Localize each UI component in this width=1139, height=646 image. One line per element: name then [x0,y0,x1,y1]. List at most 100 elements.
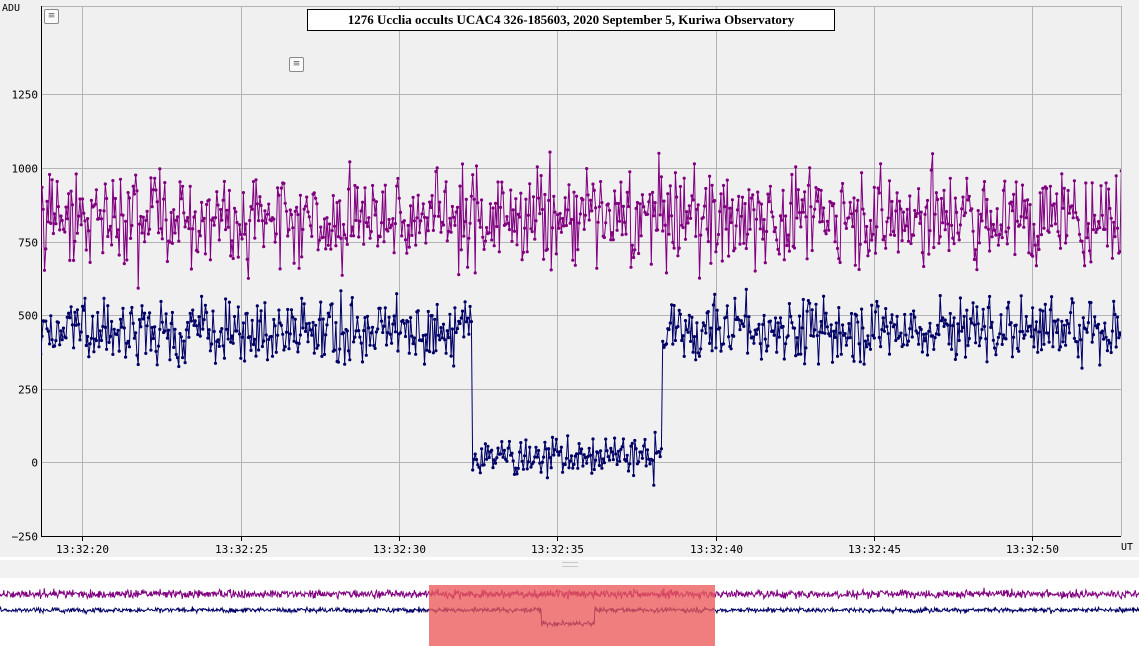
comparison-series-point [748,227,752,231]
comparison-series-point [547,198,551,202]
target-series-point [105,347,109,351]
comparison-series-point [637,251,641,256]
comparison-series-point [414,243,418,247]
target-series-point [253,337,257,341]
comparison-series-point [364,221,368,225]
comparison-series-point [500,180,504,184]
target-series-point [773,316,778,320]
target-series-point [982,324,987,329]
target-series-point [430,314,434,318]
comparison-series-point [548,150,552,154]
target-series-point [272,317,276,322]
target-series-point [819,319,823,324]
comparison-series-point [900,239,904,243]
comparison-series-point [898,199,902,203]
splitter[interactable] [0,560,1139,578]
target-series-point [766,344,770,348]
comparison-series-point [877,191,881,195]
target-series-point [525,467,529,471]
comparison-series-point [913,208,917,213]
comparison-series-point [482,247,486,251]
comparison-series-point [1028,203,1032,207]
target-series-point [889,321,893,325]
target-series-point [269,334,273,339]
comparison-series-point [526,213,531,217]
comparison-series-point [1027,251,1031,255]
comparison-series-point [149,176,153,180]
target-series-point [321,317,325,321]
comparison-series-point [762,218,766,222]
comparison-series-point [477,218,481,222]
overview-selection-window[interactable] [429,585,715,646]
comparison-series-point [1009,200,1013,204]
zoom-y-icon[interactable]: ≡ [44,9,59,24]
target-series-point [851,354,855,358]
target-series-point [628,462,632,466]
target-series-point [602,461,607,465]
comparison-series-point [1115,226,1120,230]
comparison-series-point [882,234,887,239]
comparison-series-point [880,208,884,212]
comparison-series-point [471,173,475,177]
comparison-series-point [952,242,956,246]
comparison-series-point [97,217,101,221]
target-series-point [976,322,980,326]
comparison-series-point [946,222,950,226]
comparison-series-line [41,152,1121,289]
target-series-point [229,340,233,344]
comparison-series-point [175,215,180,219]
comparison-series-point [51,231,56,236]
target-series-point [1034,320,1038,324]
comparison-series-point [533,237,537,241]
comparison-series-point [481,235,485,239]
target-series-point [643,437,647,442]
target-series-point [1114,345,1118,349]
target-series-point [117,349,121,353]
target-series-point [58,343,62,347]
comparison-series-point [94,188,98,192]
target-series-point [127,345,131,349]
target-series-point [768,319,773,323]
comparison-series-point [444,180,448,184]
target-series-point [743,314,747,318]
target-series-point [426,309,430,314]
comparison-series-point [393,222,397,226]
target-series-point [1110,329,1114,333]
comparison-series-point [744,246,748,251]
target-series-point [998,332,1002,336]
target-series-point [763,337,767,341]
target-series-point [412,336,416,340]
target-series-point [789,314,793,318]
comparison-series-point [507,228,511,232]
target-series-point [232,314,237,319]
target-series-point [41,334,44,338]
zoom-x-icon[interactable]: ≡ [289,57,304,72]
target-series-point [192,323,196,327]
target-series-point [870,303,874,307]
comparison-series-point [771,215,775,219]
comparison-series-point [1077,232,1082,236]
comparison-series-point [588,198,593,202]
comparison-series-point [642,205,646,209]
comparison-series-point [1084,181,1088,185]
comparison-series-point [740,195,745,199]
comparison-series-point [1061,206,1065,210]
comparison-series-point [775,238,779,242]
target-series-point [990,320,994,324]
target-series-point [452,364,456,368]
comparison-series-point [277,193,281,197]
comparison-series-point [640,193,645,197]
comparison-series-point [258,195,262,199]
target-series-point [797,314,802,318]
target-series-point [327,315,332,319]
splitter-grip-icon[interactable] [562,562,578,567]
comparison-series-point [550,226,555,230]
comparison-series-point [257,219,261,223]
target-series-point [172,345,176,349]
target-series-point [786,334,790,338]
comparison-series-point [42,268,47,272]
target-series-point [1090,340,1094,344]
comparison-series-point [753,269,757,273]
comparison-series-point [967,194,971,198]
